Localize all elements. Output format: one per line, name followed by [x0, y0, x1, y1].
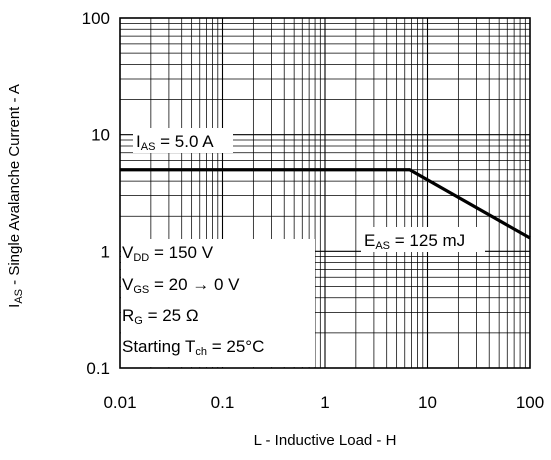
- x-tick-label: 0.01: [103, 393, 136, 412]
- annotation-rg-main: R: [122, 306, 134, 325]
- y-axis-title: IAS - Single Avalanche Current - A: [6, 84, 25, 308]
- annotation-eas-rest: = 125 mJ: [390, 231, 465, 250]
- annotation-vgs-sub: GS: [133, 284, 149, 296]
- annotation-backgrounds: [121, 128, 485, 367]
- y-tick-label: 0.1: [86, 359, 110, 378]
- annotation-ias-bg: [133, 128, 233, 153]
- series-line-0: [120, 168, 531, 240]
- x-tick-label: 100: [516, 393, 544, 412]
- annotation-tch: Starting Tch = 25°C: [122, 337, 264, 358]
- y-tick-label: 10: [91, 126, 110, 145]
- x-tick-label: 10: [418, 393, 437, 412]
- annotation-vgs-rest: = 20 → 0 V: [149, 275, 240, 294]
- annotation-rg-sub: G: [134, 315, 143, 327]
- annotation-vdd-rest: = 150 V: [149, 243, 213, 262]
- annotation-tch-rest: = 25°C: [207, 337, 264, 356]
- plot-frame: [119, 17, 531, 369]
- x-tick-labels: 0.01 0.1 1 10 100: [103, 393, 544, 412]
- annotation-ias-main: I: [136, 132, 141, 151]
- annotation-vgs: VGS = 20 → 0 V: [122, 275, 240, 296]
- annotation-rg-rest: = 25 Ω: [143, 306, 199, 325]
- y-tick-label: 100: [82, 9, 110, 28]
- annotation-ias-rest: = 5.0 A: [155, 132, 214, 151]
- x-tick-label: 1: [320, 393, 329, 412]
- annotation-tch-main: Starting T: [122, 337, 195, 356]
- conditions-bg: [121, 239, 315, 367]
- annotation-ias: IAS = 5.0 A: [136, 132, 214, 153]
- annotation-vgs-main: V: [122, 275, 134, 294]
- annotation-tch-sub: ch: [195, 346, 207, 358]
- annotation-eas-bg: [361, 227, 485, 252]
- annotation-ias-sub: AS: [141, 141, 156, 153]
- series-group: [120, 168, 531, 240]
- annotation-vdd: VDD = 150 V: [122, 243, 214, 264]
- annotation-eas-sub: AS: [375, 240, 390, 252]
- y-axis-title-main: I: [6, 304, 23, 308]
- x-axis-title: L - Inductive Load - H: [254, 432, 397, 449]
- x-tick-label: 0.1: [211, 393, 235, 412]
- y-tick-label: 1: [101, 242, 110, 261]
- annotation-rg: RG = 25 Ω: [122, 306, 199, 327]
- annotation-vdd-sub: DD: [133, 252, 149, 264]
- y-axis-title-rest: - Single Avalanche Current - A: [6, 84, 23, 289]
- annotation-vdd-main: V: [122, 243, 134, 262]
- annotation-eas-main: E: [364, 231, 375, 250]
- annotation-eas: EAS = 125 mJ: [364, 231, 465, 252]
- y-tick-labels: 0.1 1 10 100: [82, 9, 110, 378]
- y-axis-title-sub: AS: [13, 289, 25, 304]
